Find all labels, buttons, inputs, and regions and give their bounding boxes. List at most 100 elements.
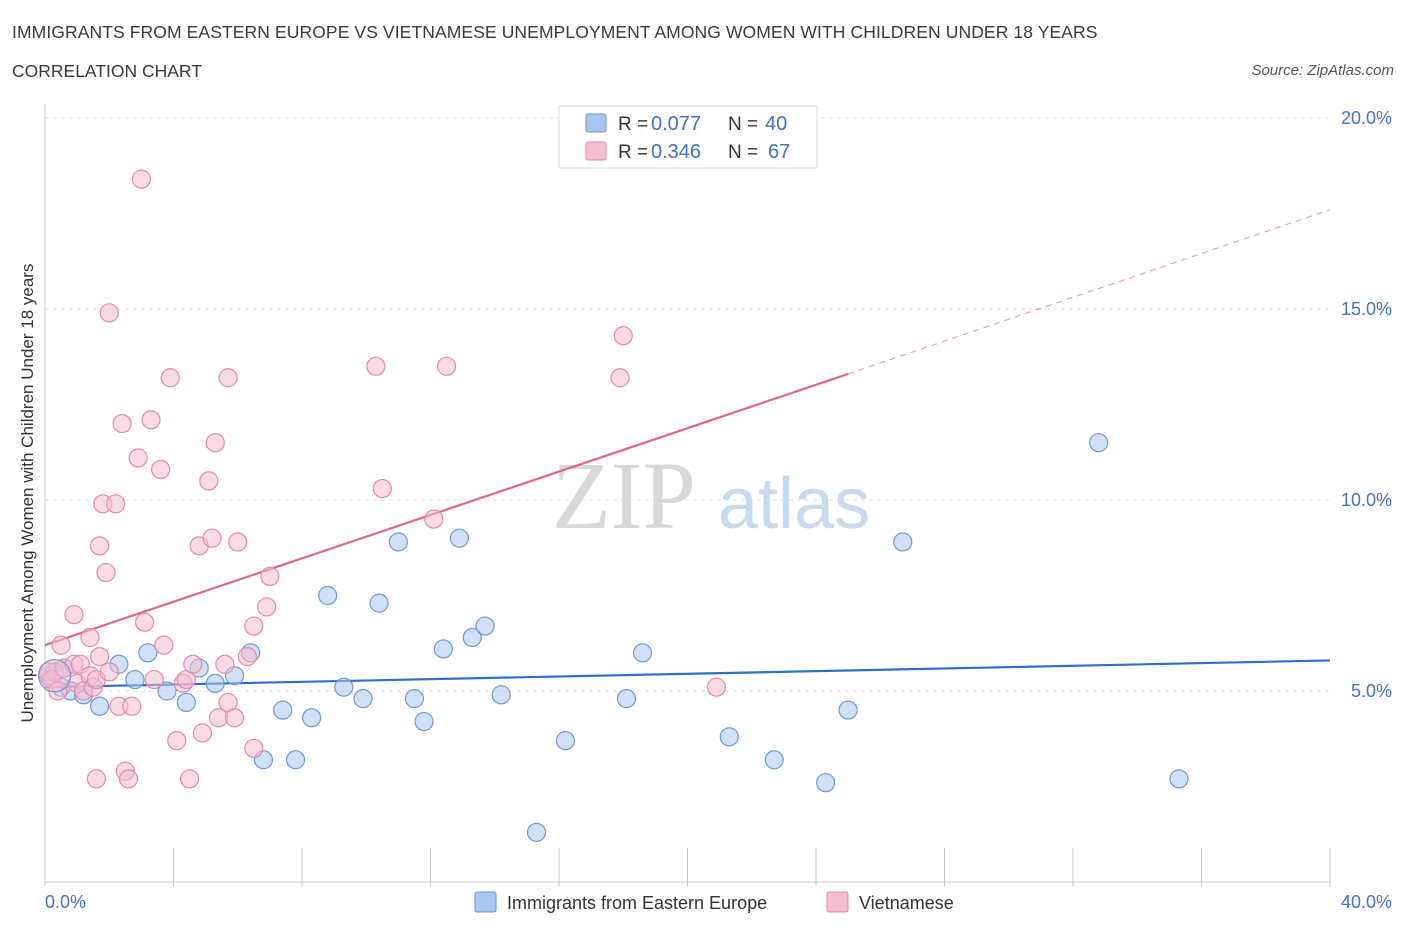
y-axis-title: Unemployment Among Women with Children U… — [18, 264, 37, 723]
vietnamese-point-19 — [99, 662, 119, 682]
vietnamese-point-43 — [202, 528, 222, 548]
legend-n-label-blue: N = — [728, 114, 758, 135]
legend-swatch-pink — [585, 141, 607, 161]
vietnamese-point-56 — [366, 356, 386, 376]
vietnamese-point-53 — [244, 616, 264, 636]
legend-bottom: Immigrants from Eastern Europe Vietnames… — [474, 891, 954, 913]
vietnamese-point-44 — [205, 433, 225, 453]
points-layer — [38, 169, 1189, 842]
legend-r-label-blue: R = — [618, 114, 648, 135]
eastern-europe-point-24 — [388, 532, 408, 552]
legend-n-label-pink: N = — [728, 142, 758, 163]
vietnamese-point-60 — [610, 368, 630, 388]
vietnamese-trend-line — [44, 372, 849, 647]
vietnamese-point-62 — [706, 677, 727, 697]
eastern-europe-point-39 — [838, 700, 858, 720]
legend-top: R = 0.077 N = 40 R = 0.346 N = 67 — [558, 105, 818, 169]
eastern-europe-point-19 — [302, 708, 322, 728]
vietnamese-point-51 — [237, 647, 257, 667]
vietnamese-point-57 — [372, 478, 392, 499]
eastern-europe-point-30 — [475, 616, 495, 636]
eastern-europe-point-8 — [125, 669, 145, 690]
vietnamese-point-59 — [436, 356, 457, 376]
legend-r-label-pink: R = — [618, 142, 648, 163]
x-tick-label: 40.0% — [1341, 892, 1392, 912]
eastern-europe-point-6 — [90, 696, 110, 716]
x-tick-label: 0.0% — [45, 892, 86, 912]
vietnamese-point-34 — [160, 368, 180, 388]
trend-layer — [44, 209, 1331, 689]
bottom-legend-label-pink: Vietnamese — [859, 893, 954, 913]
chart-title: IMMIGRANTS FROM EASTERN EUROPE VS VIETNA… — [12, 22, 1098, 42]
vietnamese-point-54 — [257, 597, 277, 617]
eastern-europe-point-35 — [632, 643, 653, 663]
eastern-europe-point-41 — [1089, 433, 1109, 453]
vietnamese-point-16 — [90, 536, 110, 556]
vietnamese-point-52 — [244, 738, 264, 758]
vietnamese-point-18 — [96, 562, 116, 583]
vietnamese-point-3 — [51, 635, 71, 655]
eastern-europe-point-34 — [616, 689, 637, 709]
vietnamese-point-61 — [613, 326, 633, 346]
eastern-europe-point-38 — [816, 773, 836, 793]
y-tick-label: 5.0% — [1351, 681, 1392, 701]
watermark: ZIP atlas — [552, 442, 870, 549]
vietnamese-point-58 — [424, 509, 444, 529]
vietnamese-point-33 — [154, 635, 174, 655]
vietnamese-point-48 — [218, 368, 238, 388]
vietnamese-point-29 — [134, 612, 155, 632]
vietnamese-point-23 — [112, 414, 132, 434]
eastern-europe-point-23 — [369, 593, 389, 613]
vietnamese-point-46 — [215, 654, 235, 674]
eastern-europe-point-27 — [433, 639, 453, 659]
vietnamese-point-27 — [128, 448, 148, 468]
eastern-europe-point-42 — [1169, 769, 1189, 789]
vietnamese-point-31 — [144, 669, 164, 690]
eastern-europe-point-28 — [449, 528, 470, 548]
eastern-europe-point-22 — [353, 689, 373, 709]
bottom-legend-swatch-pink — [826, 891, 849, 913]
bottom-legend-label-blue: Immigrants from Eastern Europe — [507, 893, 767, 913]
vietnamese-trend-extension — [847, 209, 1331, 375]
eastern-europe-point-10 — [157, 681, 177, 701]
vietnamese-point-25 — [118, 769, 139, 789]
vietnamese-point-38 — [179, 769, 200, 789]
vietnamese-point-5 — [64, 604, 84, 625]
bottom-legend-swatch-blue — [474, 891, 497, 913]
eastern-europe-point-9 — [138, 643, 158, 663]
origin-cluster-point — [38, 659, 72, 693]
vietnamese-point-50 — [228, 532, 248, 552]
eastern-europe-point-32 — [526, 822, 547, 842]
legend-n-value-pink: 67 — [768, 141, 790, 163]
vietnamese-point-21 — [106, 494, 126, 514]
y-tick-label: 10.0% — [1341, 490, 1392, 510]
legend-r-value-pink: 0.346 — [651, 141, 701, 163]
chart-subtitle: CORRELATION CHART — [12, 61, 202, 81]
source-credit: Source: ZipAtlas.com — [1251, 62, 1394, 79]
vietnamese-point-32 — [151, 459, 171, 480]
legend-r-value-blue: 0.077 — [651, 113, 701, 135]
axes-layer: 5.0% 10.0% 15.0% 20.0% 0.0% 40.0% — [44, 104, 1392, 912]
y-tick-label: 15.0% — [1341, 299, 1392, 319]
grid-layer — [45, 117, 1330, 692]
vietnamese-point-55 — [260, 566, 280, 587]
eastern-europe-point-31 — [491, 685, 511, 705]
y-tick-label: 20.0% — [1341, 108, 1392, 128]
eastern-europe-point-37 — [764, 750, 784, 770]
eastern-europe-point-25 — [404, 689, 425, 709]
vietnamese-point-26 — [122, 696, 142, 716]
watermark-zip: ZIP — [552, 442, 696, 549]
vietnamese-point-39 — [183, 654, 203, 674]
watermark-atlas: atlas — [718, 464, 870, 544]
eastern-europe-point-20 — [318, 585, 338, 606]
vietnamese-point-49 — [224, 708, 245, 728]
vietnamese-point-42 — [199, 471, 219, 491]
eastern-europe-point-13 — [205, 673, 225, 693]
eastern-europe-point-17 — [273, 700, 293, 720]
eastern-europe-trend-line — [44, 659, 1331, 689]
eastern-europe-point-33 — [555, 731, 576, 751]
eastern-europe-point-11 — [176, 692, 196, 713]
legend-n-value-blue: 40 — [765, 113, 787, 135]
vietnamese-point-30 — [141, 410, 161, 430]
